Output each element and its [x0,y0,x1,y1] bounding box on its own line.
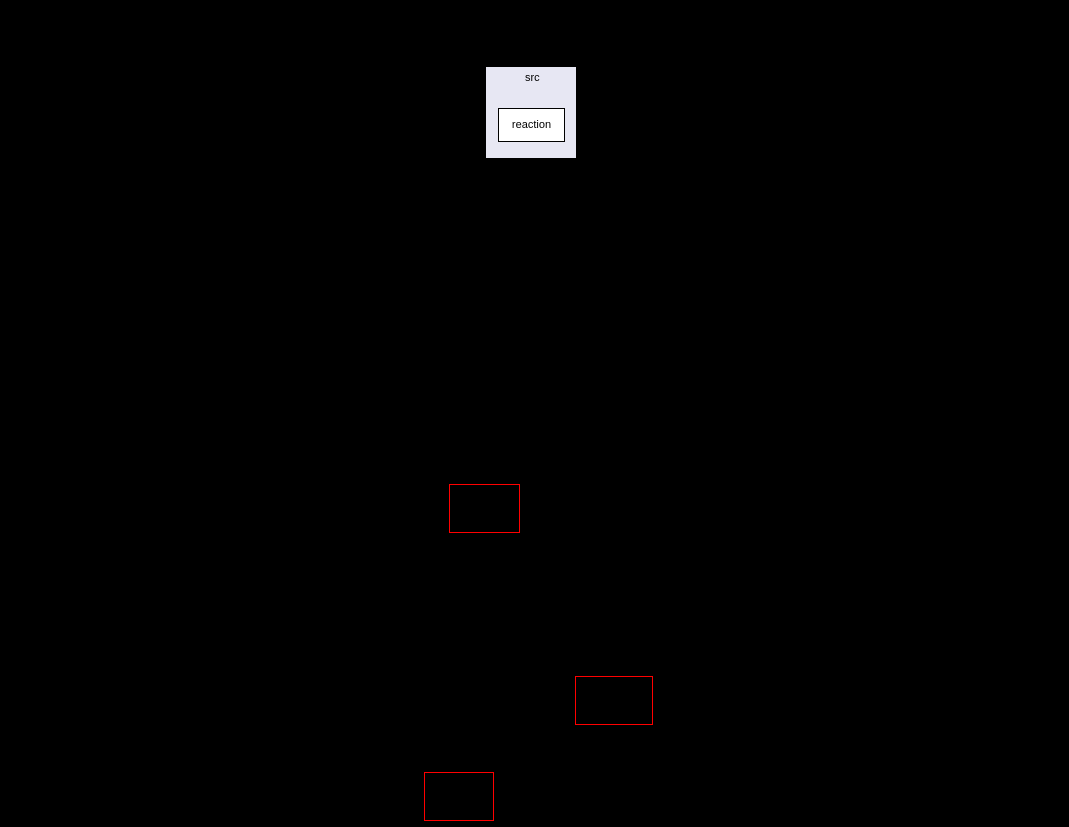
missing-node-3[interactable] [424,772,494,821]
missing-node-1[interactable] [449,484,520,533]
missing-node-2[interactable] [575,676,653,725]
reaction-node[interactable]: reaction [498,108,565,142]
diagram-canvas: src reaction [0,0,1069,827]
reaction-label: reaction [512,119,551,131]
src-label: src [525,72,540,84]
